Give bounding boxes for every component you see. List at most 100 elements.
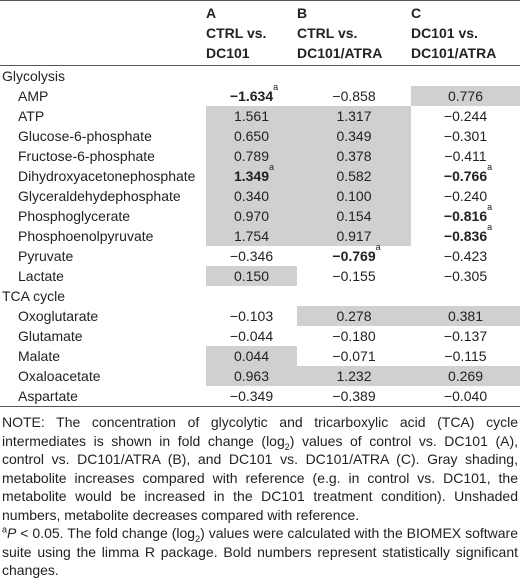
note-text: ) values of control vs. DC101 (A), contr… bbox=[2, 432, 518, 523]
row-label: Phosphoglycerate bbox=[18, 208, 131, 224]
section-row: TCA cycle bbox=[0, 286, 520, 306]
table-row: Oxoglutarate −0.103 0.278 0.381 bbox=[0, 306, 520, 326]
value-cell: −1.634 a bbox=[206, 82, 297, 106]
value-cell: −0.411 bbox=[411, 146, 520, 166]
value-cell: 0.340 bbox=[206, 186, 297, 206]
value-cell: 0.378 bbox=[297, 146, 411, 166]
cell-value: 0.278 bbox=[336, 308, 372, 324]
cell-value: 1.232 bbox=[336, 368, 372, 384]
column-label: DC101 bbox=[206, 45, 250, 61]
value-cell: 0.381 bbox=[411, 306, 520, 326]
column-header: A CTRL vs. DC101 bbox=[206, 0, 297, 66]
cell-value: 0.154 bbox=[336, 208, 372, 224]
value-cell: 1.754 bbox=[206, 226, 297, 246]
cell-value: 0.917 bbox=[336, 228, 372, 244]
value-cell: −0.423 bbox=[411, 246, 520, 266]
table-row: Lactate 0.150 −0.155 −0.305 bbox=[0, 266, 520, 286]
table-row: Phosphoenolpyruvate 1.754 0.917 −0.836 a bbox=[0, 223, 520, 246]
column-label: DC101/ATRA bbox=[411, 45, 497, 61]
header-cell bbox=[0, 0, 206, 66]
column-label: CTRL vs. bbox=[297, 25, 358, 41]
cell-value: 0.349 bbox=[336, 128, 372, 144]
value-cell: 0.269 bbox=[411, 366, 520, 386]
value-cell: −0.305 bbox=[411, 266, 520, 286]
cell-value: 0.150 bbox=[233, 268, 270, 284]
cell-value: 0.970 bbox=[233, 208, 270, 224]
cell-value: 0.269 bbox=[447, 368, 484, 384]
section-row: Glycolysis bbox=[0, 66, 520, 87]
cell-value: 0.044 bbox=[233, 348, 270, 364]
table-row: Phosphoglycerate 0.970 0.154 −0.816 a bbox=[0, 202, 520, 226]
row-label: AMP bbox=[18, 88, 49, 104]
row-label: Phosphoenolpyruvate bbox=[18, 228, 154, 244]
value-cell: −0.816 a bbox=[411, 202, 520, 226]
cell-value: −0.423 bbox=[443, 248, 488, 264]
note-text: NOTE: The concentration of glycolytic an… bbox=[2, 414, 518, 449]
value-cell: 0.154 bbox=[297, 206, 411, 226]
value-cell: 0.150 bbox=[206, 266, 297, 286]
cell-value: 0.776 bbox=[447, 88, 484, 104]
value-cell: 1.317 bbox=[297, 106, 411, 126]
footnote-text: ) values were calculated with the BIOMEX… bbox=[2, 525, 518, 578]
cell-value: 0.963 bbox=[233, 368, 270, 384]
cell-value: −0.044 bbox=[229, 328, 274, 344]
column-header: B CTRL vs. DC101/ATRA bbox=[297, 0, 411, 66]
section-title: TCA cycle bbox=[2, 288, 66, 304]
cell-value: −0.137 bbox=[443, 328, 488, 344]
cell-value: 0.378 bbox=[336, 148, 372, 164]
value-cell: −0.155 bbox=[297, 266, 411, 286]
value-cell: −0.836 a bbox=[411, 223, 520, 246]
cell-value: −0.115 bbox=[444, 348, 487, 364]
cell-value: 0.100 bbox=[336, 188, 372, 204]
value-cell: 0.650 bbox=[206, 126, 297, 146]
cell-value: −0.155 bbox=[332, 268, 376, 284]
value-cell: 0.917 bbox=[297, 226, 411, 246]
value-cell: −0.071 bbox=[297, 346, 411, 366]
cell-value: 0.789 bbox=[233, 148, 270, 164]
note: NOTE: The concentration of glycolytic an… bbox=[2, 413, 518, 524]
value-cell: 0.789 bbox=[206, 146, 297, 166]
column-label: CTRL vs. bbox=[206, 25, 267, 41]
row-label: Dihydroxyacetonephosphate bbox=[18, 168, 196, 184]
cell-value: −0.301 bbox=[443, 128, 488, 144]
cell-value: 1.561 bbox=[233, 108, 270, 124]
cell-value: −0.305 bbox=[443, 268, 488, 284]
cell-value: −0.389 bbox=[332, 388, 376, 404]
value-cell: 1.561 bbox=[206, 106, 297, 126]
column-header: C DC101 vs. DC101/ATRA bbox=[411, 0, 520, 66]
value-cell: −0.240 bbox=[411, 186, 520, 206]
data-table: A CTRL vs. DC101 B CTRL vs. DC101/ATRA C DC101 … bbox=[0, 0, 520, 407]
cell-value: −1.634 a bbox=[229, 82, 279, 105]
value-cell: −0.103 bbox=[206, 306, 297, 326]
cell-value: −0.816 a bbox=[443, 202, 493, 225]
value-cell: −0.349 bbox=[206, 386, 297, 407]
cell-superscript: a bbox=[273, 82, 279, 92]
header-row: A CTRL vs. DC101 B CTRL vs. DC101/ATRA C DC101 … bbox=[0, 0, 520, 66]
table-row: Aspartate −0.349 −0.389 −0.040 bbox=[0, 386, 520, 407]
cell-value: −0.240 bbox=[443, 188, 488, 204]
table-body: Glycolysis AMP −1.634 a −0.858 0.776 ATP 1.561 1… bbox=[0, 66, 520, 407]
value-cell: 1.349 a bbox=[206, 162, 297, 186]
table-row: Glutamate −0.044 −0.180 −0.137 bbox=[0, 326, 520, 346]
row-label: Fructose-6-phosphate bbox=[18, 148, 155, 164]
row-label: Glyceraldehydephosphate bbox=[18, 188, 181, 204]
column-label: DC101/ATRA bbox=[297, 45, 383, 61]
cell-value: −0.346 bbox=[229, 248, 274, 264]
column-letter: C bbox=[411, 5, 422, 21]
cell-value: 0.650 bbox=[233, 128, 270, 144]
row-label: Glutamate bbox=[18, 328, 83, 344]
table-header: A CTRL vs. DC101 B CTRL vs. DC101/ATRA C DC101 … bbox=[0, 0, 520, 66]
table-row: Pyruvate −0.346 −0.769 a −0.423 bbox=[0, 243, 520, 266]
value-cell: −0.766 a bbox=[411, 163, 520, 186]
note-subscript: 2 bbox=[284, 441, 290, 452]
footnote: aP < 0.05. The fold change (log2) values… bbox=[2, 524, 518, 580]
value-cell: −0.769 a bbox=[297, 243, 411, 266]
cell-value: −0.349 bbox=[229, 388, 274, 404]
value-cell: −0.244 bbox=[411, 106, 520, 126]
table-row: ATP 1.561 1.317 −0.244 bbox=[0, 106, 520, 126]
section-title: Glycolysis bbox=[2, 68, 66, 84]
cell-value: 0.381 bbox=[447, 308, 484, 324]
cell-value: 1.349 a bbox=[233, 162, 275, 185]
value-cell: −0.137 bbox=[411, 326, 520, 346]
